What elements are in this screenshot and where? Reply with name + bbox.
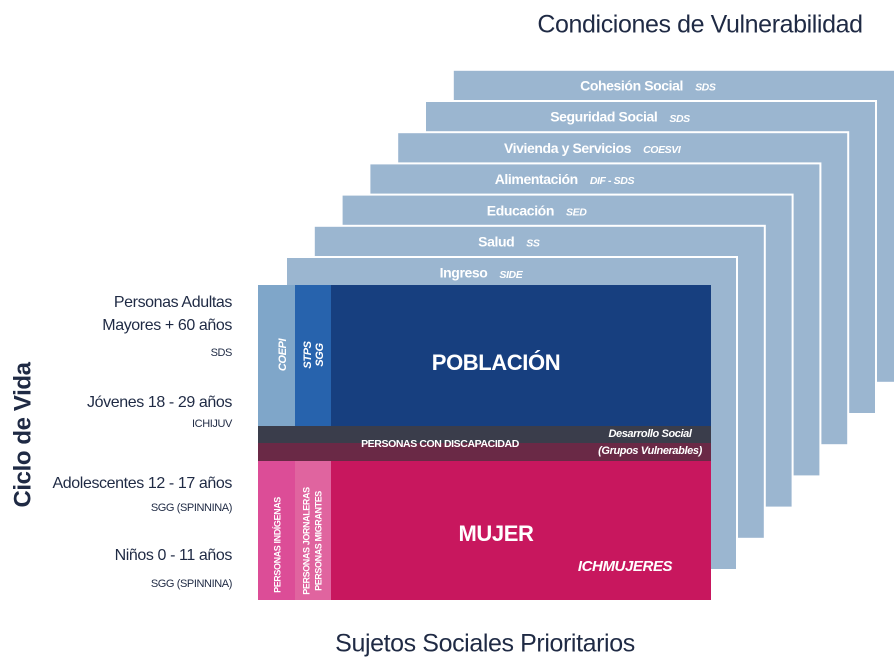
coepi-block: [258, 285, 295, 426]
life-agency: SGG (SPINNINA): [151, 502, 232, 514]
indigenas-block: [258, 461, 295, 600]
indigenas: PERSONAS INDÍGENAS: [272, 497, 282, 593]
layer-agency: SDS: [695, 82, 716, 94]
life-agency: ICHIJUV: [192, 418, 233, 430]
layer-agency: SED: [566, 206, 587, 218]
desarrollo: Desarrollo Social: [608, 428, 692, 440]
layer-agency: SS: [526, 238, 540, 250]
ichmujeres: ICHMUJERES: [578, 558, 673, 575]
life-group: Niños 0 - 11 años: [115, 547, 233, 564]
layer-agency: COESVI: [643, 144, 682, 156]
layer-name: Vivienda y Servicios: [504, 140, 632, 156]
sgg: SGG: [314, 343, 326, 367]
layer-name: Ingreso: [440, 265, 488, 281]
coepi: COEPI: [277, 338, 289, 372]
grupos: (Grupos Vulnerables): [598, 445, 702, 457]
life-agency: SDS: [211, 347, 232, 359]
mujer: MUJER: [458, 521, 534, 546]
life-group: Jóvenes 18 - 29 años: [87, 394, 232, 411]
life-group: Mayores + 60 años: [102, 317, 232, 334]
mujer-block: [331, 461, 711, 600]
band-bottom: [258, 443, 711, 461]
layer-agency: DIF - SDS: [590, 175, 635, 187]
band-top: [258, 426, 711, 443]
jornaleras: PERSONAS JORNALERAS: [301, 487, 311, 595]
layer-agency: SIDE: [499, 269, 523, 281]
stps: STPS: [302, 340, 314, 368]
life-group: Adolescentes 12 - 17 años: [53, 475, 233, 492]
axis-label: Ciclo de Vida: [9, 361, 36, 507]
jornaleras-block: [295, 461, 331, 600]
layer-name: Cohesión Social: [580, 78, 683, 94]
life-cycle: Personas Adultas Mayores + 60 años SDS Jóve…: [53, 294, 234, 590]
layer-name: Educación: [487, 202, 554, 218]
layer-name: Seguridad Social: [550, 109, 657, 125]
poblacion: POBLACIÓN: [432, 350, 560, 375]
title: Condiciones de Vulnerabilidad: [537, 11, 862, 39]
layer-name: Salud: [478, 234, 514, 250]
layer-name: Alimentación: [495, 171, 578, 187]
stps-block: [295, 285, 331, 426]
migrantes: PERSONAS MIGRANTES: [313, 491, 323, 591]
poblacion-block: [331, 285, 711, 426]
footer: Sujetos Sociales Prioritarios: [335, 630, 635, 658]
life-group: Personas Adultas: [114, 294, 233, 311]
life-agency: SGG (SPINNINA): [151, 578, 232, 590]
layer-agency: SDS: [669, 113, 690, 125]
panel: COEPI STPS SGG POBLACIÓN PERSONAS CON DI…: [258, 285, 711, 600]
discapacidad: PERSONAS CON DISCAPACIDAD: [361, 438, 520, 450]
